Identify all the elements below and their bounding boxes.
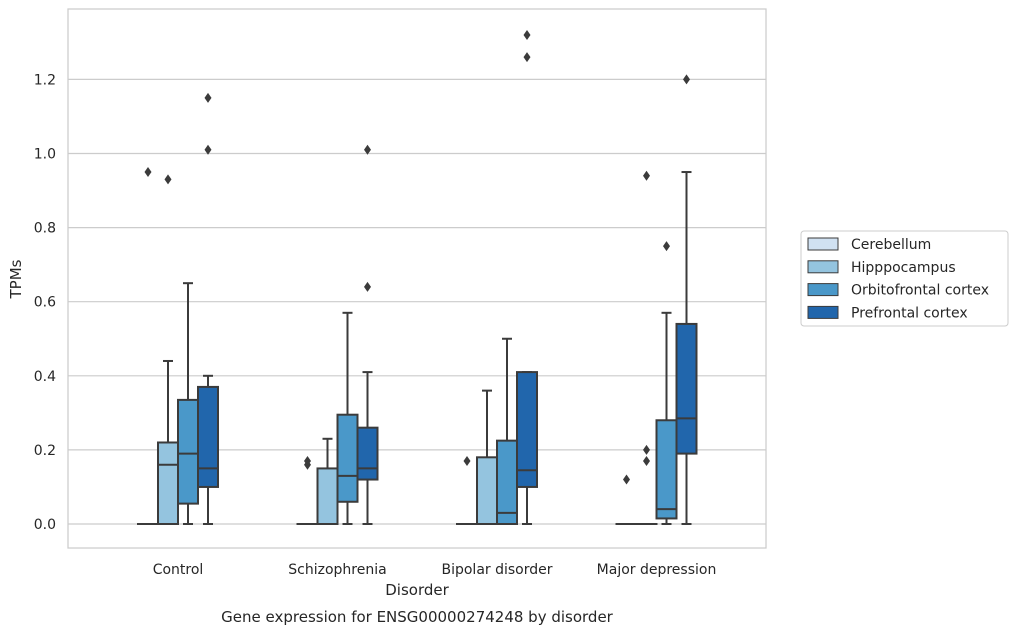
legend-label: Hipppocampus: [851, 260, 956, 276]
box: [677, 324, 697, 454]
y-tick-label: 0.8: [34, 221, 56, 237]
y-tick-label: 0.2: [34, 443, 56, 459]
y-tick-label: 1.0: [34, 147, 56, 163]
legend-swatch: [808, 284, 838, 296]
legend-label: Prefrontal cortex: [851, 305, 968, 321]
legend-swatch: [808, 238, 838, 250]
y-tick-label: 1.2: [34, 72, 56, 88]
box: [358, 428, 378, 480]
legend-label: Cerebellum: [851, 237, 931, 253]
y-tick-label: 0.4: [34, 369, 56, 385]
chart-caption: Gene expression for ENSG00000274248 by d…: [221, 608, 614, 626]
box: [318, 468, 338, 524]
x-ticks: Control Schizophrenia Bipolar disorder Majo…: [153, 562, 717, 578]
box: [497, 441, 517, 524]
box: [657, 420, 677, 518]
y-tick-label: 0.6: [34, 295, 56, 311]
box: [198, 387, 218, 487]
x-tick-label: Schizophrenia: [288, 562, 386, 578]
x-tick-label: Control: [153, 562, 204, 578]
box: [477, 457, 497, 524]
legend-label: Orbitofrontal cortex: [851, 283, 989, 299]
x-tick-label: Bipolar disorder: [441, 562, 552, 578]
chart: 0.0 0.2 0.4 0.6 0.8 1.0 1.2 Control Schizophren…: [0, 0, 1018, 634]
x-axis-label: Disorder: [385, 581, 449, 599]
box: [178, 400, 198, 504]
box: [338, 415, 358, 502]
legend-swatch: [808, 306, 838, 318]
y-tick-label: 0.0: [34, 517, 56, 533]
y-ticks: 0.0 0.2 0.4 0.6 0.8 1.0 1.2: [34, 72, 56, 533]
x-tick-label: Major depression: [597, 562, 717, 578]
legend: Cerebellum Hipppocampus Orbitofrontal cort…: [801, 231, 1008, 326]
legend-swatch: [808, 261, 838, 273]
box: [158, 442, 178, 524]
y-axis-label: TPMs: [7, 259, 25, 299]
